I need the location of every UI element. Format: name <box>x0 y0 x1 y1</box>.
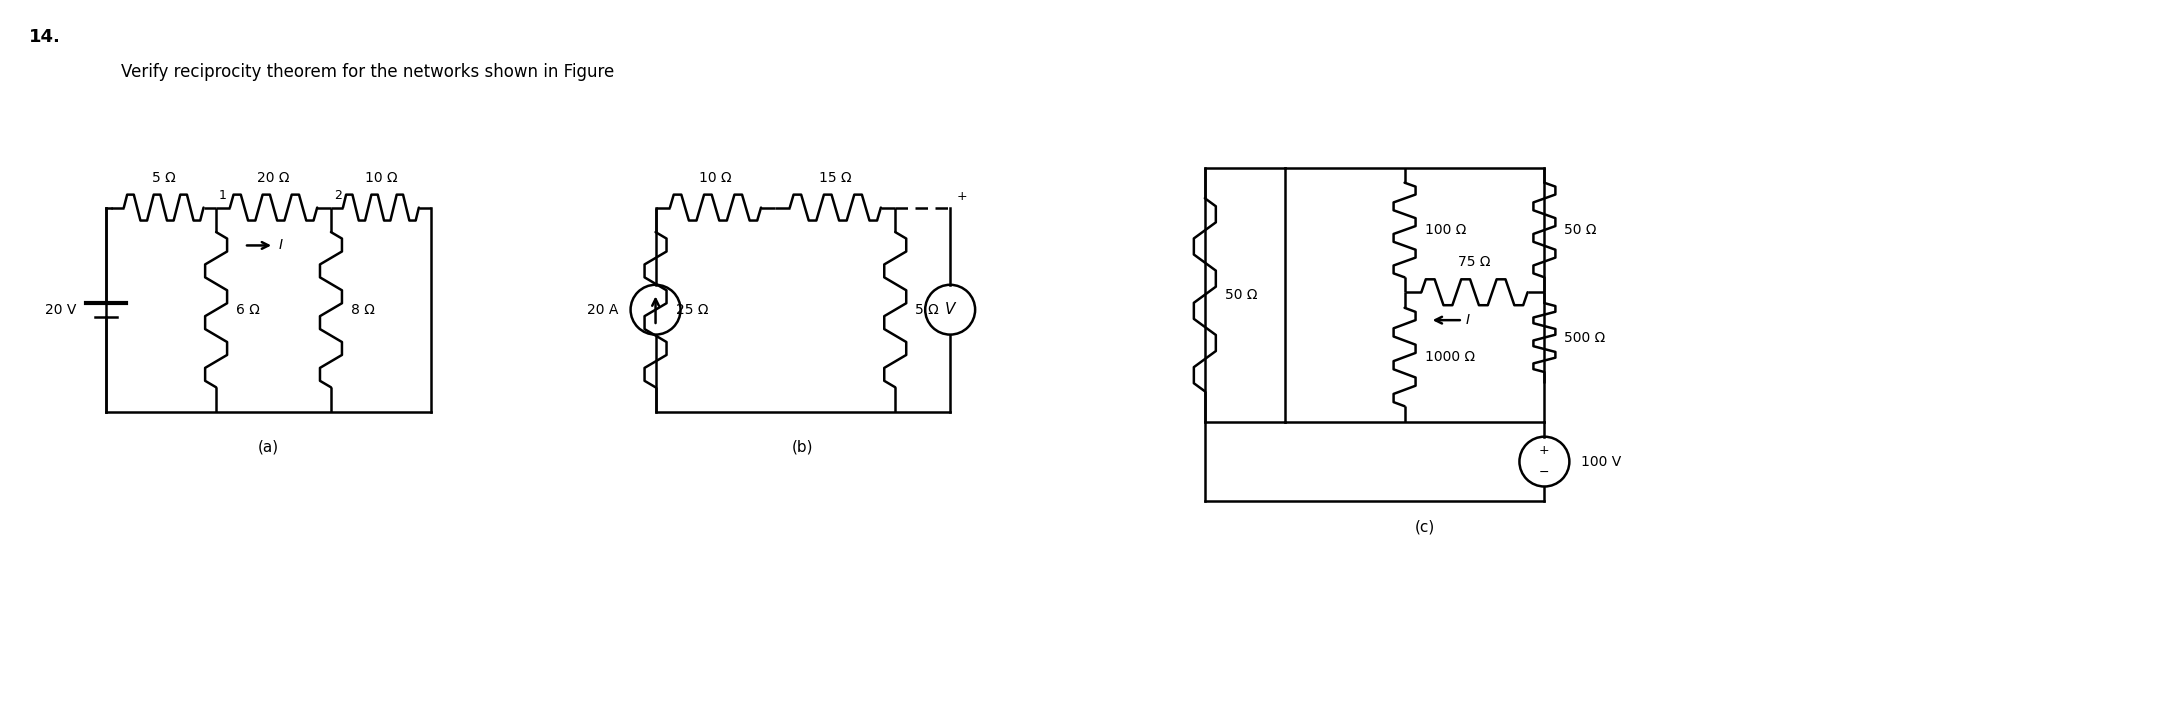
Text: (b): (b) <box>792 440 814 455</box>
Text: 10 Ω: 10 Ω <box>364 171 398 185</box>
Text: 6 Ω: 6 Ω <box>236 303 260 317</box>
Text: +: + <box>956 189 967 203</box>
Text: 20 Ω: 20 Ω <box>258 171 290 185</box>
Text: Verify reciprocity theorem for the networks shown in Figure: Verify reciprocity theorem for the netwo… <box>121 63 615 81</box>
Text: 5 Ω: 5 Ω <box>151 171 175 185</box>
Text: 50 Ω: 50 Ω <box>1225 288 1257 302</box>
Text: I: I <box>279 239 283 252</box>
Text: 2: 2 <box>333 189 342 201</box>
Text: +: + <box>1539 444 1549 457</box>
Text: 20 V: 20 V <box>45 303 76 317</box>
Text: 100 V: 100 V <box>1582 455 1621 469</box>
Text: 100 Ω: 100 Ω <box>1424 223 1465 237</box>
Text: 5 Ω: 5 Ω <box>915 303 939 317</box>
Text: (c): (c) <box>1415 519 1435 534</box>
Text: 1000 Ω: 1000 Ω <box>1424 350 1474 364</box>
Text: 25 Ω: 25 Ω <box>675 303 708 317</box>
Text: 500 Ω: 500 Ω <box>1565 331 1606 345</box>
Text: 50 Ω: 50 Ω <box>1565 223 1597 237</box>
Text: 1: 1 <box>219 189 227 201</box>
Text: −: − <box>1539 466 1549 479</box>
Text: 75 Ω: 75 Ω <box>1459 255 1491 270</box>
Text: 10 Ω: 10 Ω <box>699 171 731 185</box>
Text: 15 Ω: 15 Ω <box>818 171 853 185</box>
Text: I: I <box>1465 313 1469 327</box>
Text: V: V <box>946 302 954 317</box>
Text: 14.: 14. <box>30 28 61 47</box>
Text: 8 Ω: 8 Ω <box>351 303 374 317</box>
Text: (a): (a) <box>258 440 279 455</box>
Text: 20 A: 20 A <box>586 303 619 317</box>
